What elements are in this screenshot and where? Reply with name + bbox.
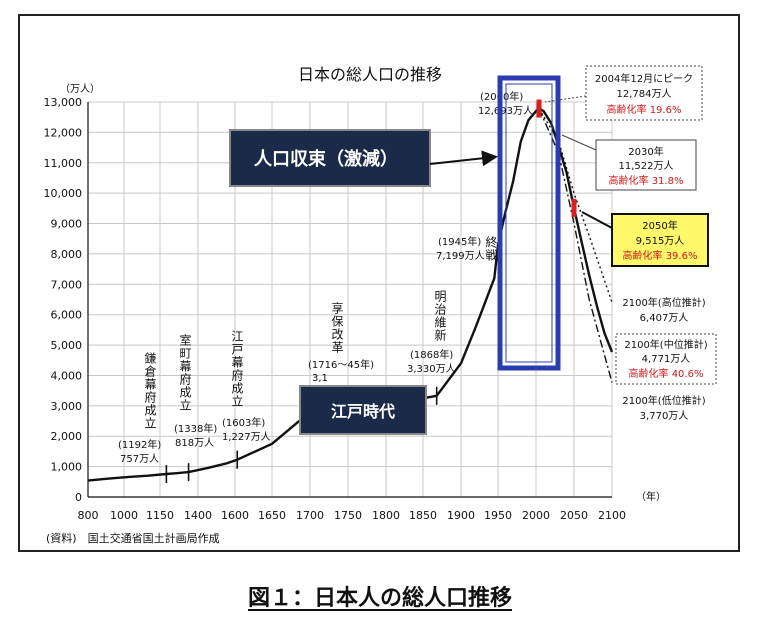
y-tick-label: 1,000 — [51, 461, 83, 474]
annotation-meiji-year: (1868年) — [410, 348, 453, 361]
annotation-kyoho-pop: 3,1 — [312, 373, 328, 384]
x-tick-label: 1800 — [372, 509, 400, 522]
annotation-1945-pop: 7,199万人 — [436, 250, 485, 262]
x-tick-label: 1850 — [409, 509, 437, 522]
figure-caption-text: 図１：日本人の総人口推移 — [247, 585, 512, 611]
y-tick-label: 10,000 — [44, 187, 83, 200]
callout-2004-line1: 2004年12月にピーク — [595, 72, 693, 85]
highlight-marker — [536, 99, 542, 118]
x-tick-label: 1600 — [221, 509, 249, 522]
banner-edo: 江戸時代 — [299, 385, 427, 435]
y-tick-label: 8,000 — [51, 248, 83, 261]
callout-2030-line3: 高齢化率 31.8% — [609, 174, 684, 187]
annotation-edo-label: 江戸幕府成立 — [230, 330, 244, 408]
annotation-1945-year: (1945年) — [438, 235, 481, 248]
annotation-meiji-pop: 3,330万人 — [407, 363, 456, 375]
callout-2050: 2050年 9,515万人 高齢化率 39.6% — [611, 213, 709, 267]
callout-2050-line2: 9,515万人 — [636, 235, 685, 247]
source-note: (資料) 国土交通省国土計画局作成 — [46, 531, 220, 545]
callout-2004-leader — [544, 95, 587, 103]
y-tick-label: 13,000 — [44, 96, 83, 109]
x-tick-label: 2050 — [560, 509, 588, 522]
side-label-mid-line1: 2100年(中位推計) — [624, 338, 707, 351]
annotation-meiji-label: 明治維新 — [433, 290, 447, 342]
annotation-kyoho-label: 享保改革 — [330, 301, 344, 354]
side-label-low-line1: 2100年(低位推計) — [622, 394, 705, 407]
side-label-high-line2: 6,407万人 — [640, 312, 689, 324]
y-tick-label: 3,000 — [51, 400, 83, 413]
figure-caption: 図１：日本人の総人口推移 — [0, 580, 760, 612]
annotation-kamakura-pop: 757万人 — [120, 453, 159, 465]
annotation-muromachi-label: 室町幕府成立 — [178, 333, 192, 412]
x-tick-label: 1000 — [110, 509, 138, 522]
callout-2050-line3: 高齢化率 39.6% — [623, 249, 698, 262]
callout-2030: 2030年 11,522万人 高齢化率 31.8% — [595, 139, 697, 191]
callout-2030-line1: 2030年 — [628, 145, 663, 158]
y-tick-label: 0 — [75, 491, 82, 504]
x-tick-label: 1650 — [258, 509, 286, 522]
side-label-mid-line3: 高齢化率 40.6% — [629, 367, 704, 380]
annotation-muromachi-pop: 818万人 — [175, 437, 214, 449]
x-tick-label: 2100 — [598, 509, 626, 522]
side-label-mid-box: 2100年(中位推計) 4,771万人 高齢化率 40.6% — [615, 333, 717, 385]
x-unit-label: （年） — [636, 490, 666, 503]
annotation-edo-pop: 1,227万人 — [222, 431, 271, 443]
peak-highlight-box — [497, 75, 561, 371]
x-tick-label: 1900 — [447, 509, 475, 522]
y-tick-label: 4,000 — [51, 369, 83, 382]
callout-2004: 2004年12月にピーク 12,784万人 高齢化率 19.6% — [585, 65, 703, 121]
callout-2004-line2: 12,784万人 — [617, 88, 672, 100]
y-tick-label: 6,000 — [51, 309, 83, 322]
y-tick-label: 12,000 — [44, 126, 83, 139]
x-tick-label: 2000 — [522, 509, 550, 522]
peak-highlight-box-inner — [505, 83, 553, 363]
banner-decline: 人口収束（激減） — [229, 129, 431, 187]
annotation-edo-year: (1603年) — [222, 416, 265, 429]
callout-2050-line1: 2050年 — [642, 219, 677, 232]
y-unit-label: （万人） — [60, 83, 100, 95]
x-tick-label: 1700 — [296, 509, 324, 522]
marker-layer — [165, 99, 577, 483]
banner-edo-text: 江戸時代 — [331, 402, 395, 421]
y-tick-label: 7,000 — [51, 278, 83, 291]
y-tick-label: 9,000 — [51, 218, 83, 231]
x-tick-label: 1400 — [184, 509, 212, 522]
annotation-kamakura-year: (1192年) — [118, 438, 161, 451]
callout-2030-line2: 11,522万人 — [619, 160, 674, 172]
x-tick-label: 800 — [78, 509, 99, 522]
annotation-1945-label: 終戦 — [484, 235, 498, 262]
chart-title: 日本の総人口の推移 — [298, 65, 442, 84]
y-tick-label: 5,000 — [51, 339, 83, 352]
y-tick-label: 2,000 — [51, 430, 83, 443]
callout-2050-leader — [581, 211, 613, 229]
x-tick-label: 1950 — [484, 509, 512, 522]
banner-decline-text: 人口収束（激減） — [254, 148, 398, 170]
side-label-high-line1: 2100年(高位推計) — [622, 296, 705, 309]
axis-layer: 0 1,000 2,000 3,000 4,000 5,000 6,000 7,000 8,00… — [44, 96, 627, 522]
x-tick-label: 1750 — [334, 509, 362, 522]
highlight-marker — [571, 198, 577, 217]
annotation-muromachi-year: (1338年) — [174, 422, 217, 435]
annotation-kyoho-year: (1716～45年) — [308, 358, 374, 371]
banner-decline-arrow — [429, 150, 498, 167]
callout-2030-leader — [561, 134, 597, 151]
side-label-low-line2: 3,770万人 — [640, 410, 689, 422]
annotation-kamakura-label: 鎌倉幕府成立 — [143, 351, 157, 430]
y-tick-label: 11,000 — [44, 157, 83, 170]
callout-2004-line3: 高齢化率 19.6% — [607, 103, 682, 116]
side-label-mid-line2: 4,771万人 — [642, 353, 691, 365]
x-tick-label: 1150 — [146, 509, 174, 522]
